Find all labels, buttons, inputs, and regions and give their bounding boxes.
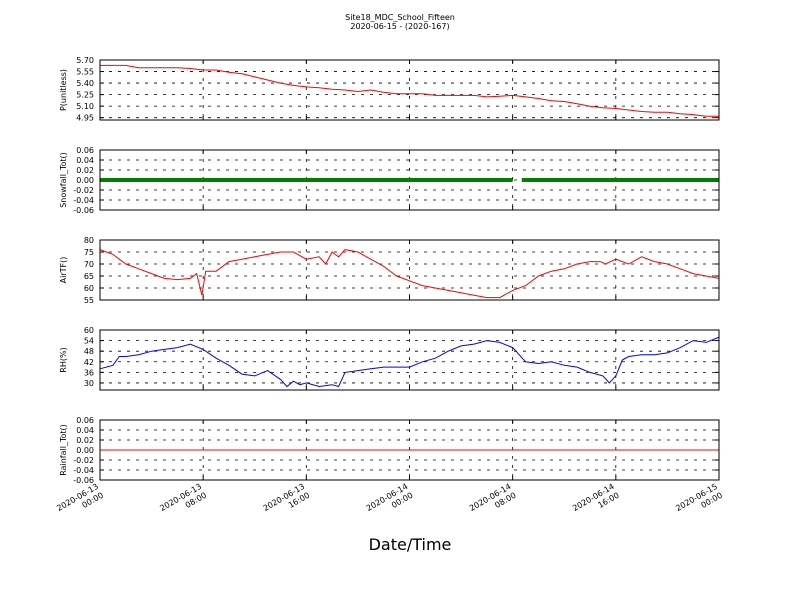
- y-tick-label: 0.00: [76, 176, 94, 185]
- y-tick-label: 0.04: [76, 156, 94, 165]
- y-tick-label: 0.04: [76, 426, 94, 435]
- panel-frame: [99, 59, 720, 121]
- y-tick-label: 60: [84, 284, 94, 293]
- y-tick-label: 65: [84, 272, 94, 281]
- y-tick-label: 75: [84, 248, 94, 257]
- panel-frame: [99, 419, 720, 481]
- panel-4: -0.06-0.04-0.020.000.020.040.06 Rainfall_…: [59, 416, 720, 485]
- y-tick-label: 55: [84, 296, 94, 305]
- y-axis-label: Snowfall_Tot(): [59, 152, 68, 208]
- y-tick-label: 0.02: [76, 436, 94, 445]
- y-tick-label: 0.06: [76, 146, 94, 155]
- y-tick-label: 54: [84, 337, 94, 346]
- series-line-0: [100, 64, 719, 117]
- x-tick-label: 2020-06-1316:00: [262, 482, 312, 522]
- x-tick-label: 2020-06-1400:00: [365, 482, 415, 522]
- y-tick-label: -0.02: [73, 186, 94, 195]
- panel-1: -0.06-0.04-0.020.000.020.040.06 Snowfall_…: [59, 146, 720, 215]
- y-tick-label: 48: [84, 347, 94, 356]
- y-tick-label: 42: [84, 358, 94, 367]
- y-axis-label: P(unitless): [59, 69, 68, 111]
- y-tick-label: -0.04: [73, 466, 94, 475]
- panels: 4.95 5.10 5.25 5.40 5.55 5.70 P(unitless) -0.06…: [59, 56, 720, 485]
- y-tick-label: -0.04: [73, 196, 94, 205]
- y-axis-label: AirTF(): [59, 257, 68, 284]
- x-tick-label: 2020-06-1300:00: [55, 482, 105, 522]
- y-tick-label: -0.06: [73, 476, 94, 485]
- y-tick-label: 60: [84, 326, 94, 335]
- series-line-2: [99, 249, 720, 299]
- x-axis-label: Date/Time: [369, 535, 452, 554]
- y-tick-label: 0.02: [76, 166, 94, 175]
- x-tick-label: 2020-06-1408:00: [468, 482, 518, 522]
- y-tick-label: 5.70: [76, 56, 94, 65]
- panel-frame: [99, 239, 720, 301]
- y-tick-label: 80: [84, 236, 94, 245]
- y-tick-label: 0.06: [76, 416, 94, 425]
- y-tick-label: 5.40: [76, 79, 94, 88]
- x-tick-label: 2020-06-1500:00: [674, 482, 724, 522]
- chart-subtitle: 2020-06-15 - (2020-167): [350, 22, 449, 31]
- panel-frame: [99, 149, 720, 211]
- y-tick-label: 36: [84, 368, 94, 377]
- y-tick-label: -0.06: [73, 206, 94, 215]
- y-tick-label: 5.25: [76, 91, 94, 100]
- chart-title: Site18_MDC_School_Fifteen: [345, 13, 455, 22]
- x-tick-labels: 2020-06-1300:00 2020-06-1308:00 2020-06-13…: [55, 482, 724, 522]
- y-tick-label: -0.02: [73, 456, 94, 465]
- y-axis-label: RH(%): [59, 347, 68, 372]
- y-tick-label: 5.10: [76, 102, 94, 111]
- y-tick-label: 5.55: [76, 68, 94, 77]
- panel-frame: [99, 329, 720, 391]
- series-line-3: [99, 336, 720, 388]
- panel-0: 4.95 5.10 5.25 5.40 5.55 5.70 P(unitless): [59, 56, 720, 123]
- y-axis-label: Rainfall_Tot(): [59, 424, 68, 476]
- y-tick-label: 4.95: [76, 114, 94, 123]
- y-tick-label: 0.00: [76, 446, 94, 455]
- x-tick-label: 2020-06-1308:00: [158, 482, 208, 522]
- panel-2: 55 60 65 70 75 80 AirTF(): [59, 236, 720, 305]
- y-tick-label: 70: [84, 260, 94, 269]
- x-tick-label: 2020-06-1416:00: [571, 482, 621, 522]
- y-tick-label: 30: [84, 379, 94, 388]
